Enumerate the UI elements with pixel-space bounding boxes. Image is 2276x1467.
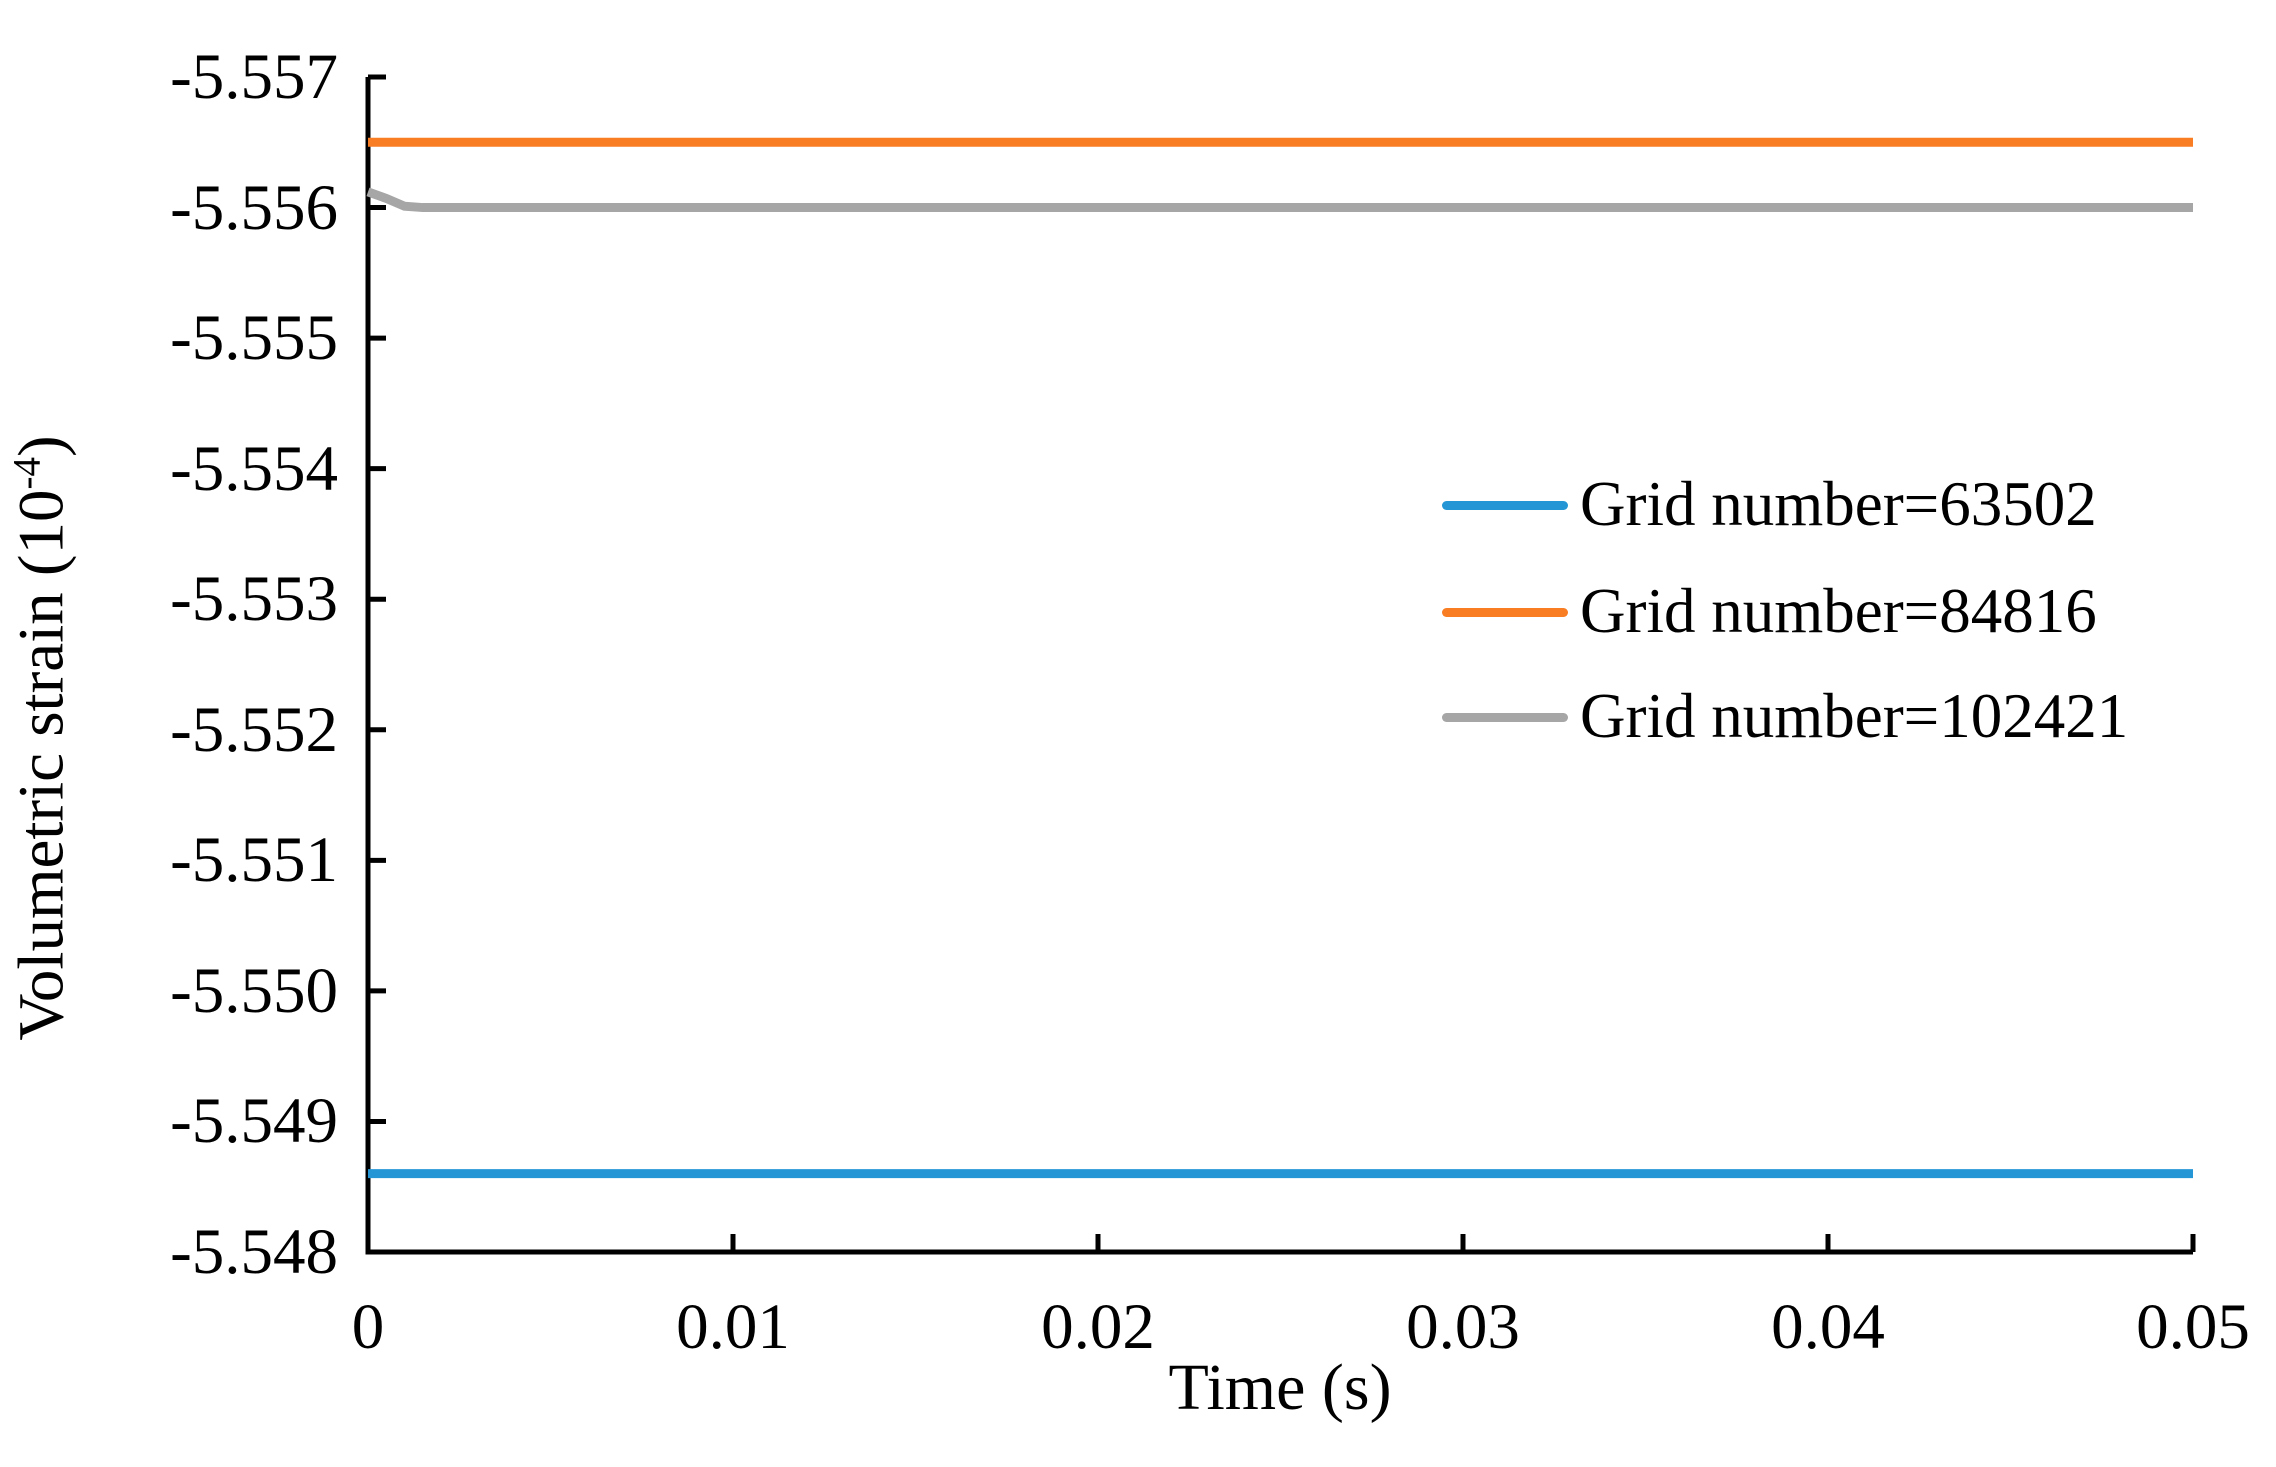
y-tick-label: -5.554 (170, 432, 338, 505)
x-axis-title-text: Time (s) (1168, 1351, 1392, 1424)
x-tick-label: 0.02 (1041, 1291, 1155, 1363)
legend-item: Grid number=63502 (1442, 467, 2097, 543)
legend-swatch-line (1442, 607, 1568, 617)
y-tick-label: -5.556 (170, 171, 338, 244)
x-tick-label: 0.04 (1771, 1291, 1885, 1363)
legend-label: Grid number=102421 (1580, 681, 2129, 752)
series-line-2 (366, 187, 2193, 213)
legend-swatch-line (1442, 712, 1568, 722)
axis-lines (365, 77, 2193, 1255)
y-tick-label: -5.549 (170, 1085, 338, 1158)
x-tick-label: 0.01 (676, 1291, 790, 1363)
y-tick-label: -5.551 (170, 824, 338, 897)
y-tick-label: -5.555 (170, 302, 338, 375)
x-tick-label: 0.05 (2136, 1291, 2250, 1363)
x-axis-title: Time (s) (1168, 1351, 1392, 1425)
y-tick-label: -5.557 (170, 41, 338, 113)
legend-item: Grid number=84816 (1442, 574, 2097, 650)
legend-item: Grid number=102421 (1442, 679, 2128, 755)
y-tick-label: -5.553 (170, 563, 338, 636)
y-tick-label: -5.548 (170, 1216, 338, 1288)
legend-label: Grid number=63502 (1580, 469, 2097, 540)
legend-swatch-line (1442, 500, 1568, 510)
y-tick-label: -5.552 (170, 693, 338, 766)
x-tick-label: 0 (351, 1291, 385, 1363)
x-tick-label: 0.03 (1406, 1291, 1520, 1363)
y-tick-label: -5.550 (170, 954, 338, 1027)
legend-label: Grid number=84816 (1580, 576, 2097, 647)
